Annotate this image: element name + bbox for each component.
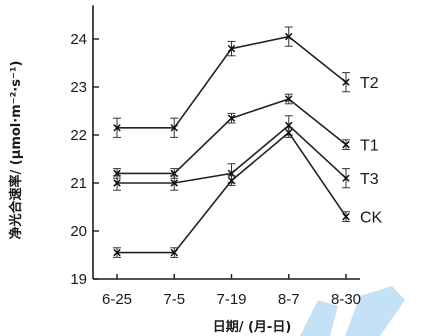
data-point <box>342 140 350 149</box>
y-ticks: 19 20 21 22 23 24 <box>70 31 99 288</box>
y-tick-label: 24 <box>70 31 87 48</box>
data-point <box>113 179 121 187</box>
y-tick-label: 19 <box>70 271 87 288</box>
x-tick-label: 7-19 <box>216 291 246 308</box>
x-tick-label: 8-7 <box>278 291 300 308</box>
data-point <box>342 78 350 86</box>
data-point <box>285 32 293 41</box>
series-label-ck: CK <box>360 210 383 227</box>
data-point <box>227 176 236 185</box>
data-point <box>170 248 178 257</box>
series-layer <box>113 26 350 258</box>
y-tick-label: 21 <box>70 175 87 192</box>
series-label-t3: T3 <box>360 171 379 188</box>
y-tick-label: 23 <box>70 79 87 96</box>
x-tick-label: 6-25 <box>102 291 132 308</box>
series-labels: T2 T1 T3 CK <box>360 75 383 226</box>
y-tick-label: 20 <box>70 223 87 240</box>
watermark <box>300 286 405 336</box>
series-t2 <box>113 26 350 138</box>
series-ck <box>113 127 350 258</box>
data-point <box>113 124 121 132</box>
y-tick-label: 22 <box>70 127 87 144</box>
watermark-shape <box>345 286 405 336</box>
data-point <box>342 174 350 182</box>
data-point <box>342 212 350 221</box>
series-label-t1: T1 <box>360 138 379 155</box>
data-point <box>170 124 178 132</box>
x-tick-label: 8-30 <box>331 291 361 308</box>
data-point <box>170 179 178 187</box>
series-line <box>117 131 347 254</box>
x-tick-label: 7-5 <box>163 291 185 308</box>
data-point <box>227 114 236 122</box>
series-label-t2: T2 <box>360 75 379 92</box>
data-point <box>113 248 121 257</box>
x-ticks: 6-25 7-5 7-19 8-7 8-30 <box>102 274 361 308</box>
data-point <box>285 128 293 137</box>
data-point <box>285 95 293 103</box>
y-axis-title: 净光合速率/ (μmol·m⁻²·s⁻¹) <box>8 61 24 240</box>
series-line <box>117 98 347 175</box>
x-axis-title: 日期/ (月-日) <box>213 320 292 335</box>
data-point <box>227 44 236 53</box>
chart-axes <box>92 5 360 280</box>
watermark-shape <box>300 300 338 336</box>
